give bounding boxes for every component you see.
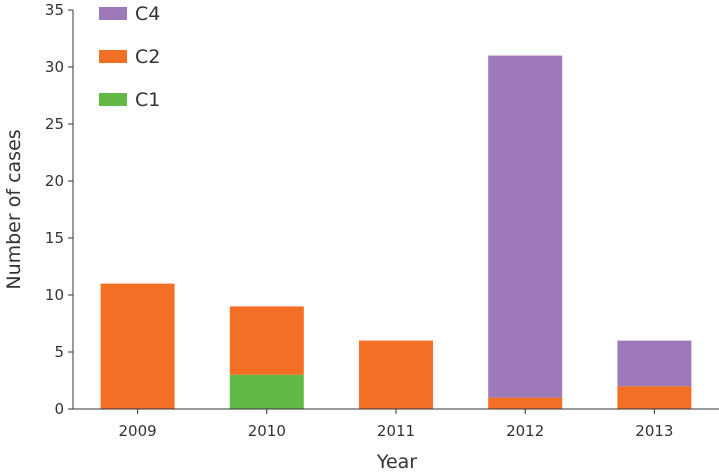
x-tick-label: 2012 xyxy=(506,422,544,440)
y-tick-label: 35 xyxy=(45,1,64,19)
y-axis-ticks: 0 5 10 15 20 25 30 35 xyxy=(45,1,73,418)
y-tick-label: 20 xyxy=(45,172,64,190)
y-tick-label: 0 xyxy=(54,400,64,418)
y-tick-label: 15 xyxy=(45,229,64,247)
bar-c2-2011 xyxy=(359,340,433,409)
bar-c2-2009 xyxy=(100,283,175,409)
legend-swatch-c1 xyxy=(99,93,127,106)
x-axis-title: Year xyxy=(376,451,417,472)
y-axis-title: Number of cases xyxy=(3,129,25,289)
bar-c4-2012 xyxy=(488,55,563,398)
bar-c4-2013 xyxy=(617,340,692,387)
legend-label-c4: C4 xyxy=(135,3,160,25)
bar-c1-2010 xyxy=(229,374,304,409)
bar-c2-2012 xyxy=(488,397,563,409)
legend: C4 C2 C1 xyxy=(99,3,160,111)
y-tick-label: 5 xyxy=(54,343,64,361)
y-tick-label: 30 xyxy=(45,58,64,76)
bar-c2-2010 xyxy=(229,306,304,375)
x-tick-label: 2013 xyxy=(635,422,673,440)
legend-label-c2: C2 xyxy=(135,46,160,68)
legend-swatch-c2 xyxy=(99,50,127,63)
y-tick-label: 25 xyxy=(45,115,64,133)
legend-swatch-c4 xyxy=(99,7,127,20)
legend-label-c1: C1 xyxy=(135,89,160,111)
bar-c2-2013 xyxy=(617,386,692,409)
x-tick-label: 2010 xyxy=(248,422,286,440)
y-tick-label: 10 xyxy=(45,286,64,304)
x-tick-label: 2009 xyxy=(119,422,157,440)
bars-group xyxy=(100,55,692,409)
x-tick-label: 2011 xyxy=(377,422,415,440)
x-axis-ticks: 2009 2010 2011 2012 2013 xyxy=(119,409,673,440)
